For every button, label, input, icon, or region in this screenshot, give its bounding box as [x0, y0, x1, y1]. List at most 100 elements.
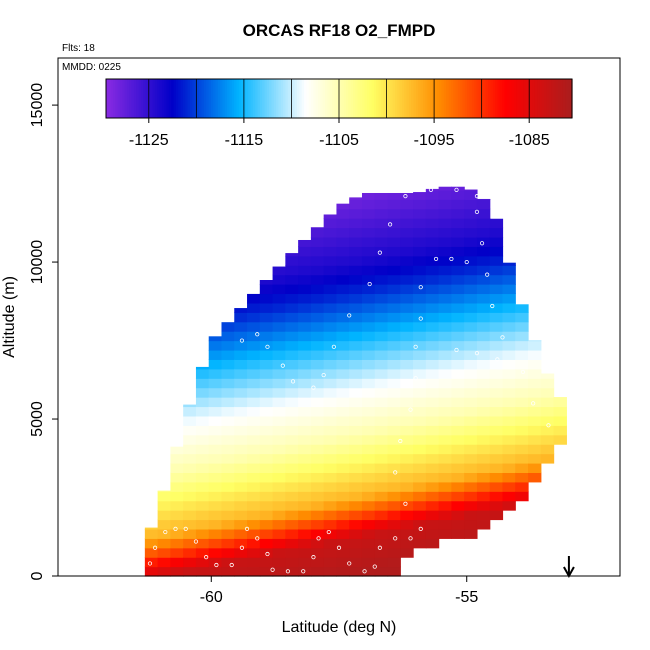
heatmap-cell: [361, 218, 376, 229]
heatmap-cell: [285, 425, 299, 436]
heatmap-cell: [413, 462, 427, 473]
colorbar-strip: [238, 79, 242, 118]
heatmap-cell: [285, 397, 299, 408]
colorbar-strip: [345, 79, 349, 118]
heatmap-cell: [400, 434, 414, 445]
colorbar-strip: [385, 79, 389, 118]
flight-track-point: [290, 379, 296, 384]
flight-track-point: [255, 536, 260, 541]
heatmap-cell: [515, 312, 529, 323]
heatmap-cell: [476, 434, 491, 445]
colorbar-strip: [117, 79, 121, 118]
heatmap-cell: [336, 538, 350, 549]
heatmap-cell: [425, 434, 440, 445]
heatmap-cell: [489, 491, 504, 502]
heatmap-cell: [464, 293, 478, 304]
heatmap-cell: [298, 434, 312, 445]
heatmap-cell: [361, 274, 376, 285]
heatmap-cell: [170, 547, 184, 558]
heatmap-cell: [310, 500, 325, 511]
heatmap-cell: [144, 566, 159, 577]
heatmap-cell: [387, 255, 401, 266]
heatmap-cell: [361, 246, 376, 257]
axes: -60 -55 0 5000 10000 15000: [29, 83, 478, 606]
heatmap-cell: [259, 528, 274, 539]
heatmap-cell: [323, 284, 338, 295]
heatmap-cell: [464, 500, 478, 511]
heatmap-cell: [285, 302, 299, 313]
heatmap-cell: [323, 265, 338, 276]
heatmap-cell: [489, 302, 504, 313]
heatmap-cell: [361, 397, 376, 408]
heatmap-cell: [310, 415, 325, 426]
heatmap-cell: [464, 274, 478, 285]
heatmap-cell: [247, 462, 261, 473]
heatmap-cell: [298, 368, 312, 379]
heatmap-cell: [464, 397, 478, 408]
heatmap-cell: [259, 349, 274, 360]
heatmap-cell: [310, 293, 325, 304]
colorbar-strip: [152, 79, 156, 118]
flight-track-point: [377, 250, 382, 255]
colorbar-strip: [404, 79, 408, 118]
colorbar-strip: [171, 79, 175, 118]
down-arrow-icon: [563, 566, 575, 579]
heatmap-cell: [502, 265, 516, 276]
heatmap-cell: [183, 528, 197, 539]
heatmap-cell: [170, 519, 184, 530]
heatmap-cell: [387, 340, 401, 351]
heatmap-cell: [259, 415, 274, 426]
heatmap-cell: [361, 284, 376, 295]
heatmap-cell: [361, 340, 376, 351]
flight-track-point: [408, 536, 413, 541]
flight-track-point: [490, 303, 495, 309]
heatmap-cell: [323, 547, 338, 558]
colorbar-tick-label: -1105: [319, 132, 359, 149]
heatmap-cell: [259, 425, 274, 436]
heatmap-cell: [374, 359, 389, 370]
heatmap-cell: [502, 406, 516, 417]
colorbar-strip: [378, 79, 382, 118]
colorbar-strip: [304, 79, 307, 118]
heatmap-cell: [438, 199, 452, 210]
heatmap-cell: [170, 566, 184, 577]
heatmap-cell: [298, 500, 312, 511]
heatmap-cell: [323, 302, 338, 313]
heatmap-cell: [195, 510, 210, 521]
flight-track-point: [464, 259, 469, 265]
heatmap-cell: [170, 453, 184, 464]
heatmap-cell: [285, 349, 299, 360]
heatmap-cell: [476, 198, 491, 200]
heatmap-cell: [451, 397, 465, 408]
heatmap-cell: [336, 397, 350, 408]
heatmap-cell: [400, 302, 414, 313]
heatmap-cell: [195, 481, 210, 492]
heatmap-cell: [425, 208, 440, 219]
colorbar-strip: [269, 79, 273, 118]
heatmap-cell: [425, 349, 440, 360]
heatmap-cell: [183, 415, 197, 426]
heatmap-cell: [361, 538, 376, 549]
heatmap-cell: [374, 302, 389, 313]
heatmap-cell: [400, 472, 414, 483]
heatmap-cell: [183, 425, 197, 436]
heatmap-cell: [451, 218, 465, 229]
heatmap-cell: [336, 415, 350, 426]
heatmap-cell: [400, 340, 414, 351]
heatmap-cell: [259, 500, 274, 511]
colorbar-strip: [285, 79, 289, 118]
heatmap-cell: [234, 510, 248, 521]
heatmap-cell: [183, 453, 197, 464]
heatmap-cell: [285, 378, 299, 389]
colorbar-strip: [460, 79, 464, 118]
heatmap-cell: [310, 547, 325, 558]
heatmap-cell: [272, 284, 286, 295]
colorbar-strip: [481, 79, 485, 118]
colorbar-strip: [509, 79, 513, 118]
heatmap-cell: [374, 406, 389, 417]
heatmap-cell: [361, 425, 376, 436]
heatmap-cell: [400, 444, 414, 455]
heatmap-cell: [425, 274, 440, 285]
heatmap-cell: [247, 481, 261, 492]
heatmap-cell: [310, 434, 325, 445]
